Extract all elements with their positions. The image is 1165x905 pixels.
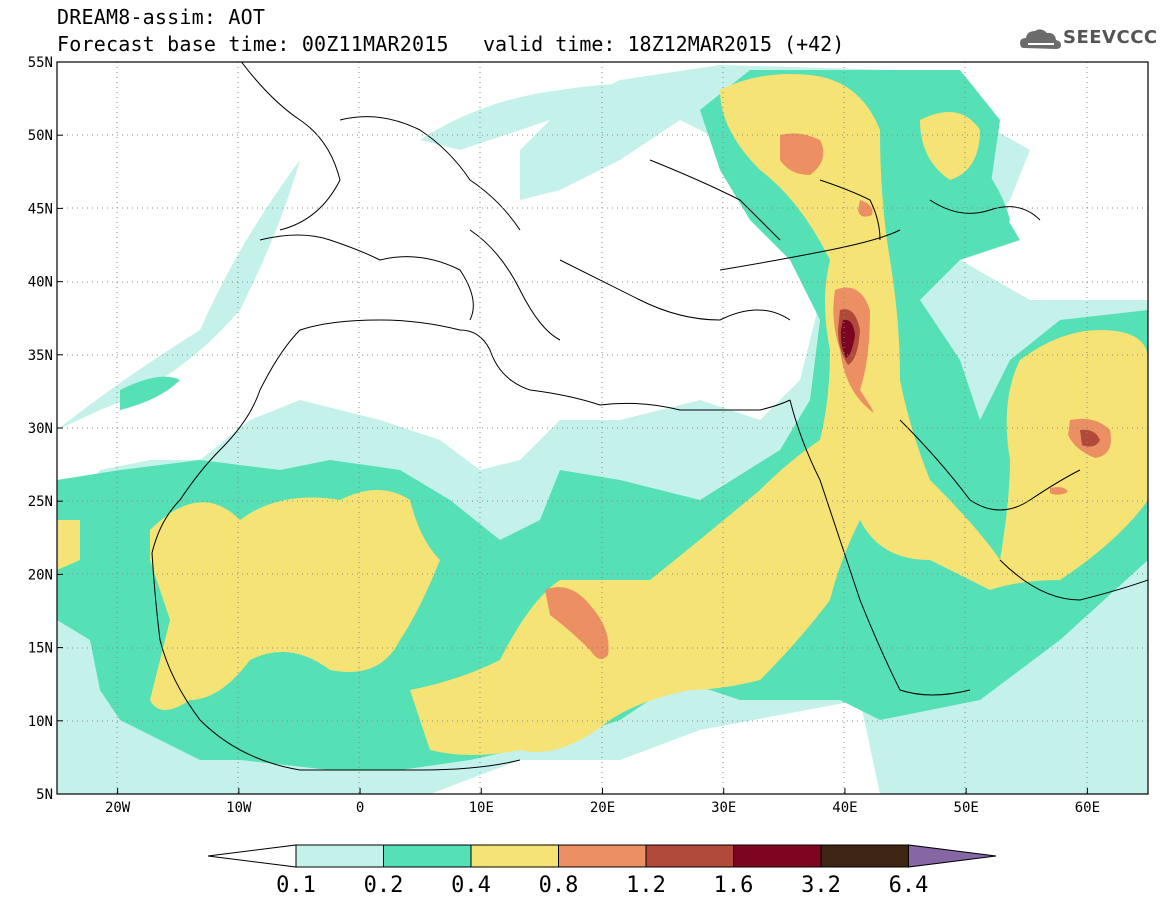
logo-text: SEEVCCC (1063, 27, 1158, 48)
colorbar-label: 0.2 (364, 873, 404, 898)
colorbar-box (645, 844, 734, 868)
forecast-base-time: Forecast base time: 00Z11MAR2015 (57, 32, 449, 56)
colorbar-label: 0.4 (451, 873, 491, 898)
colorbar-under-triangle (207, 844, 297, 868)
colorbar-over-triangle (908, 844, 997, 868)
colorbar-box (558, 844, 647, 868)
colorbar-box (383, 844, 472, 868)
lon-tick-label: 30E (711, 800, 736, 816)
colorbar: 0.1 0.2 0.4 0.8 1.2 1.6 3.2 6.4 (207, 844, 997, 898)
colorbar-label: 1.6 (714, 873, 754, 898)
lat-tick-label: 20N (28, 567, 53, 583)
colorbar-box (295, 844, 384, 868)
lon-tick-label: 10E (469, 800, 494, 816)
colorbar-label: 6.4 (889, 873, 929, 898)
lon-tick-label: 20E (590, 800, 615, 816)
lon-tick-label: 0 (356, 800, 364, 816)
lon-tick-label: 60E (1075, 800, 1100, 816)
lat-tick-label: 40N (28, 275, 53, 291)
lat-tick-label: 15N (28, 641, 53, 657)
colorbar-label: 0.1 (276, 873, 316, 898)
colorbar-box (733, 844, 822, 868)
aot-field (57, 62, 1148, 794)
lat-tick-label: 55N (28, 55, 53, 71)
aot-band-1.6 (840, 319, 855, 358)
lat-axis: 55N 50N 45N 40N 35N 30N 25N 20N 15N 10N 5N (28, 55, 63, 803)
cloud-icon (1020, 29, 1061, 49)
lon-tick-label: 20W (105, 800, 131, 816)
lat-tick-label: 45N (28, 201, 53, 217)
lat-tick-label: 50N (28, 128, 53, 144)
lon-axis: 20W 10W 0 10E 20E 30E 40E 50E 60E (105, 788, 1100, 816)
lat-tick-label: 25N (28, 494, 53, 510)
colorbar-label: 0.8 (539, 873, 579, 898)
lon-tick-label: 50E (954, 800, 979, 816)
lat-tick-label: 5N (36, 787, 53, 803)
coastlines (151, 62, 1148, 771)
colorbar-label: 1.2 (626, 873, 666, 898)
grid-lines (57, 62, 1148, 794)
map-title: DREAM8-assim: AOT (57, 5, 266, 29)
lat-tick-label: 10N (28, 714, 53, 730)
lat-tick-label: 30N (28, 421, 53, 437)
colorbar-box (470, 844, 559, 868)
lon-tick-label: 10W (226, 800, 252, 816)
lat-tick-label: 35N (28, 348, 53, 364)
colorbar-label: 3.2 (801, 873, 841, 898)
colorbar-box (820, 844, 909, 868)
valid-time: valid time: 18Z12MAR2015 (+42) (483, 32, 845, 56)
lon-tick-label: 40E (832, 800, 857, 816)
